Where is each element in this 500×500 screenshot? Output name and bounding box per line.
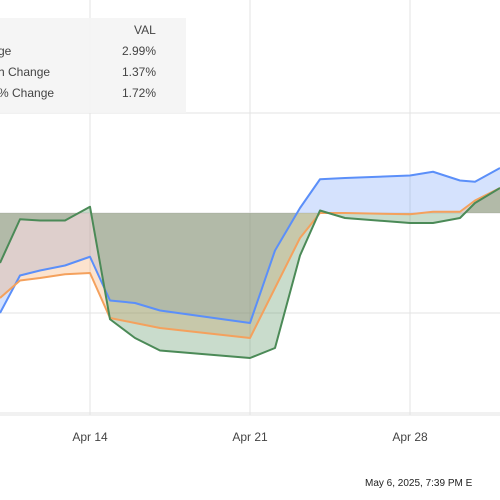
legend-row-value: 2.99% (122, 44, 156, 58)
x-tick-label: Apr 28 (392, 430, 428, 444)
chart-timestamp: May 6, 2025, 7:39 PM E (365, 478, 473, 489)
legend: VAL ge 2.99% h Change 1.37% % Change 1.7… (0, 18, 186, 113)
legend-background (0, 18, 186, 113)
series-line-1 (0, 187, 500, 339)
legend-row-value: 1.37% (122, 65, 156, 79)
legend-row-label: h Change (0, 65, 50, 79)
series-area-1 (0, 188, 500, 338)
x-tick-label: Apr 14 (72, 430, 108, 444)
legend-row-label: % Change (0, 86, 54, 100)
series-line-0 (0, 167, 500, 324)
x-tick-label: Apr 21 (232, 430, 268, 444)
legend-row-value: 1.72% (122, 86, 156, 100)
series-areas (0, 168, 500, 358)
series-area-0 (0, 168, 500, 323)
legend-header: VAL (134, 23, 156, 37)
series-lines (0, 167, 500, 359)
series-area-2 (0, 188, 500, 358)
x-axis-ticks: Apr 14 Apr 21 Apr 28 (72, 430, 428, 444)
legend-row-label: ge (0, 44, 12, 58)
series-line-2 (0, 187, 500, 359)
